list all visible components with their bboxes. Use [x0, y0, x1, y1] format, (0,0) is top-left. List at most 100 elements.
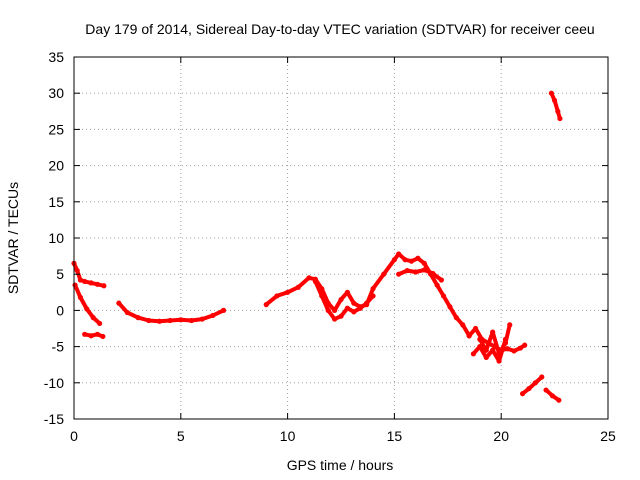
data-point	[156, 318, 163, 324]
data-point	[421, 267, 427, 273]
data-point	[101, 283, 107, 289]
data-point	[421, 260, 427, 266]
series-trace-5	[263, 251, 472, 339]
y-tick-label: 0	[56, 302, 64, 318]
data-point	[364, 300, 370, 306]
data-point	[483, 347, 489, 353]
data-point	[438, 277, 444, 283]
y-tick-label: 10	[48, 230, 64, 246]
data-point	[167, 317, 173, 324]
data-point	[532, 380, 538, 386]
data-point	[396, 271, 402, 277]
data-point	[552, 97, 558, 104]
data-point	[357, 305, 363, 311]
data-point	[404, 267, 410, 274]
data-point	[77, 277, 84, 283]
data-point	[199, 316, 205, 322]
data-point	[496, 351, 502, 357]
data-point	[124, 309, 130, 316]
data-point	[274, 293, 280, 299]
data-point	[413, 269, 419, 275]
data-point	[285, 289, 291, 295]
data-point	[325, 307, 331, 313]
x-tick-label: 25	[600, 428, 616, 444]
y-tick-label: 5	[56, 266, 64, 282]
data-point	[396, 251, 402, 257]
series-trace-9	[470, 336, 509, 364]
y-tick-label: 25	[48, 121, 64, 137]
data-point	[557, 115, 563, 122]
data-point	[100, 333, 106, 340]
series-trace-12	[543, 387, 562, 403]
data-point	[135, 315, 141, 321]
data-point	[351, 300, 357, 306]
data-point	[74, 267, 80, 274]
data-point	[402, 257, 408, 263]
x-tick-label: 20	[493, 428, 509, 444]
data-point	[490, 329, 496, 335]
data-point	[319, 293, 325, 299]
data-point	[408, 258, 415, 264]
data-point	[415, 255, 421, 261]
y-tick-label: 15	[48, 194, 64, 210]
data-point	[511, 348, 517, 354]
data-point	[351, 309, 357, 315]
data-point	[519, 391, 526, 397]
data-point	[178, 317, 184, 323]
data-point	[338, 296, 344, 303]
series-trace-13	[548, 90, 563, 122]
data-point	[338, 313, 344, 319]
data-point	[453, 315, 459, 321]
data-point	[526, 385, 532, 392]
series-trace-10	[477, 322, 513, 357]
series-trace-1	[71, 260, 107, 289]
data-point	[483, 354, 489, 361]
x-tick-label: 10	[280, 428, 296, 444]
y-tick-label: -15	[44, 411, 64, 427]
data-point	[370, 286, 376, 292]
data-point	[460, 322, 466, 328]
data-point	[466, 333, 472, 339]
data-point	[391, 257, 397, 263]
data-point	[77, 294, 84, 300]
data-point	[517, 345, 524, 351]
data-point	[477, 336, 483, 342]
y-tick-label: 30	[48, 85, 64, 101]
series-trace-3	[82, 331, 106, 340]
y-axis-label: SDTVAR / TECUs	[5, 182, 21, 294]
data-point	[548, 90, 554, 96]
data-point	[295, 284, 301, 290]
data-point	[502, 340, 509, 346]
x-tick-label: 0	[70, 428, 78, 444]
data-point	[539, 374, 545, 380]
chart-title: Day 179 of 2014, Sidereal Day-to-day VTE…	[85, 21, 594, 37]
data-point	[210, 312, 216, 319]
data-point	[188, 317, 195, 324]
series-trace	[82, 332, 105, 339]
data-point	[496, 358, 502, 364]
x-tick-label: 5	[177, 428, 185, 444]
y-tick-label: -10	[44, 375, 64, 391]
data-point	[522, 342, 528, 348]
series-trace-6	[312, 278, 376, 322]
data-point	[543, 387, 549, 393]
data-point	[116, 300, 122, 306]
data-point	[146, 317, 152, 324]
data-point	[72, 282, 78, 288]
data-point	[556, 397, 562, 403]
series-trace	[549, 91, 562, 121]
x-axis-label: GPS time / hours	[287, 457, 394, 473]
data-point	[447, 304, 453, 310]
data-point	[434, 282, 440, 288]
grid	[74, 57, 608, 419]
data-point	[505, 346, 511, 352]
data-point	[84, 306, 90, 312]
data-point	[220, 307, 227, 313]
data-point	[344, 289, 351, 295]
series-trace	[520, 375, 544, 396]
data-point	[370, 293, 376, 299]
series-trace-4	[116, 300, 227, 324]
data-point	[472, 325, 479, 332]
